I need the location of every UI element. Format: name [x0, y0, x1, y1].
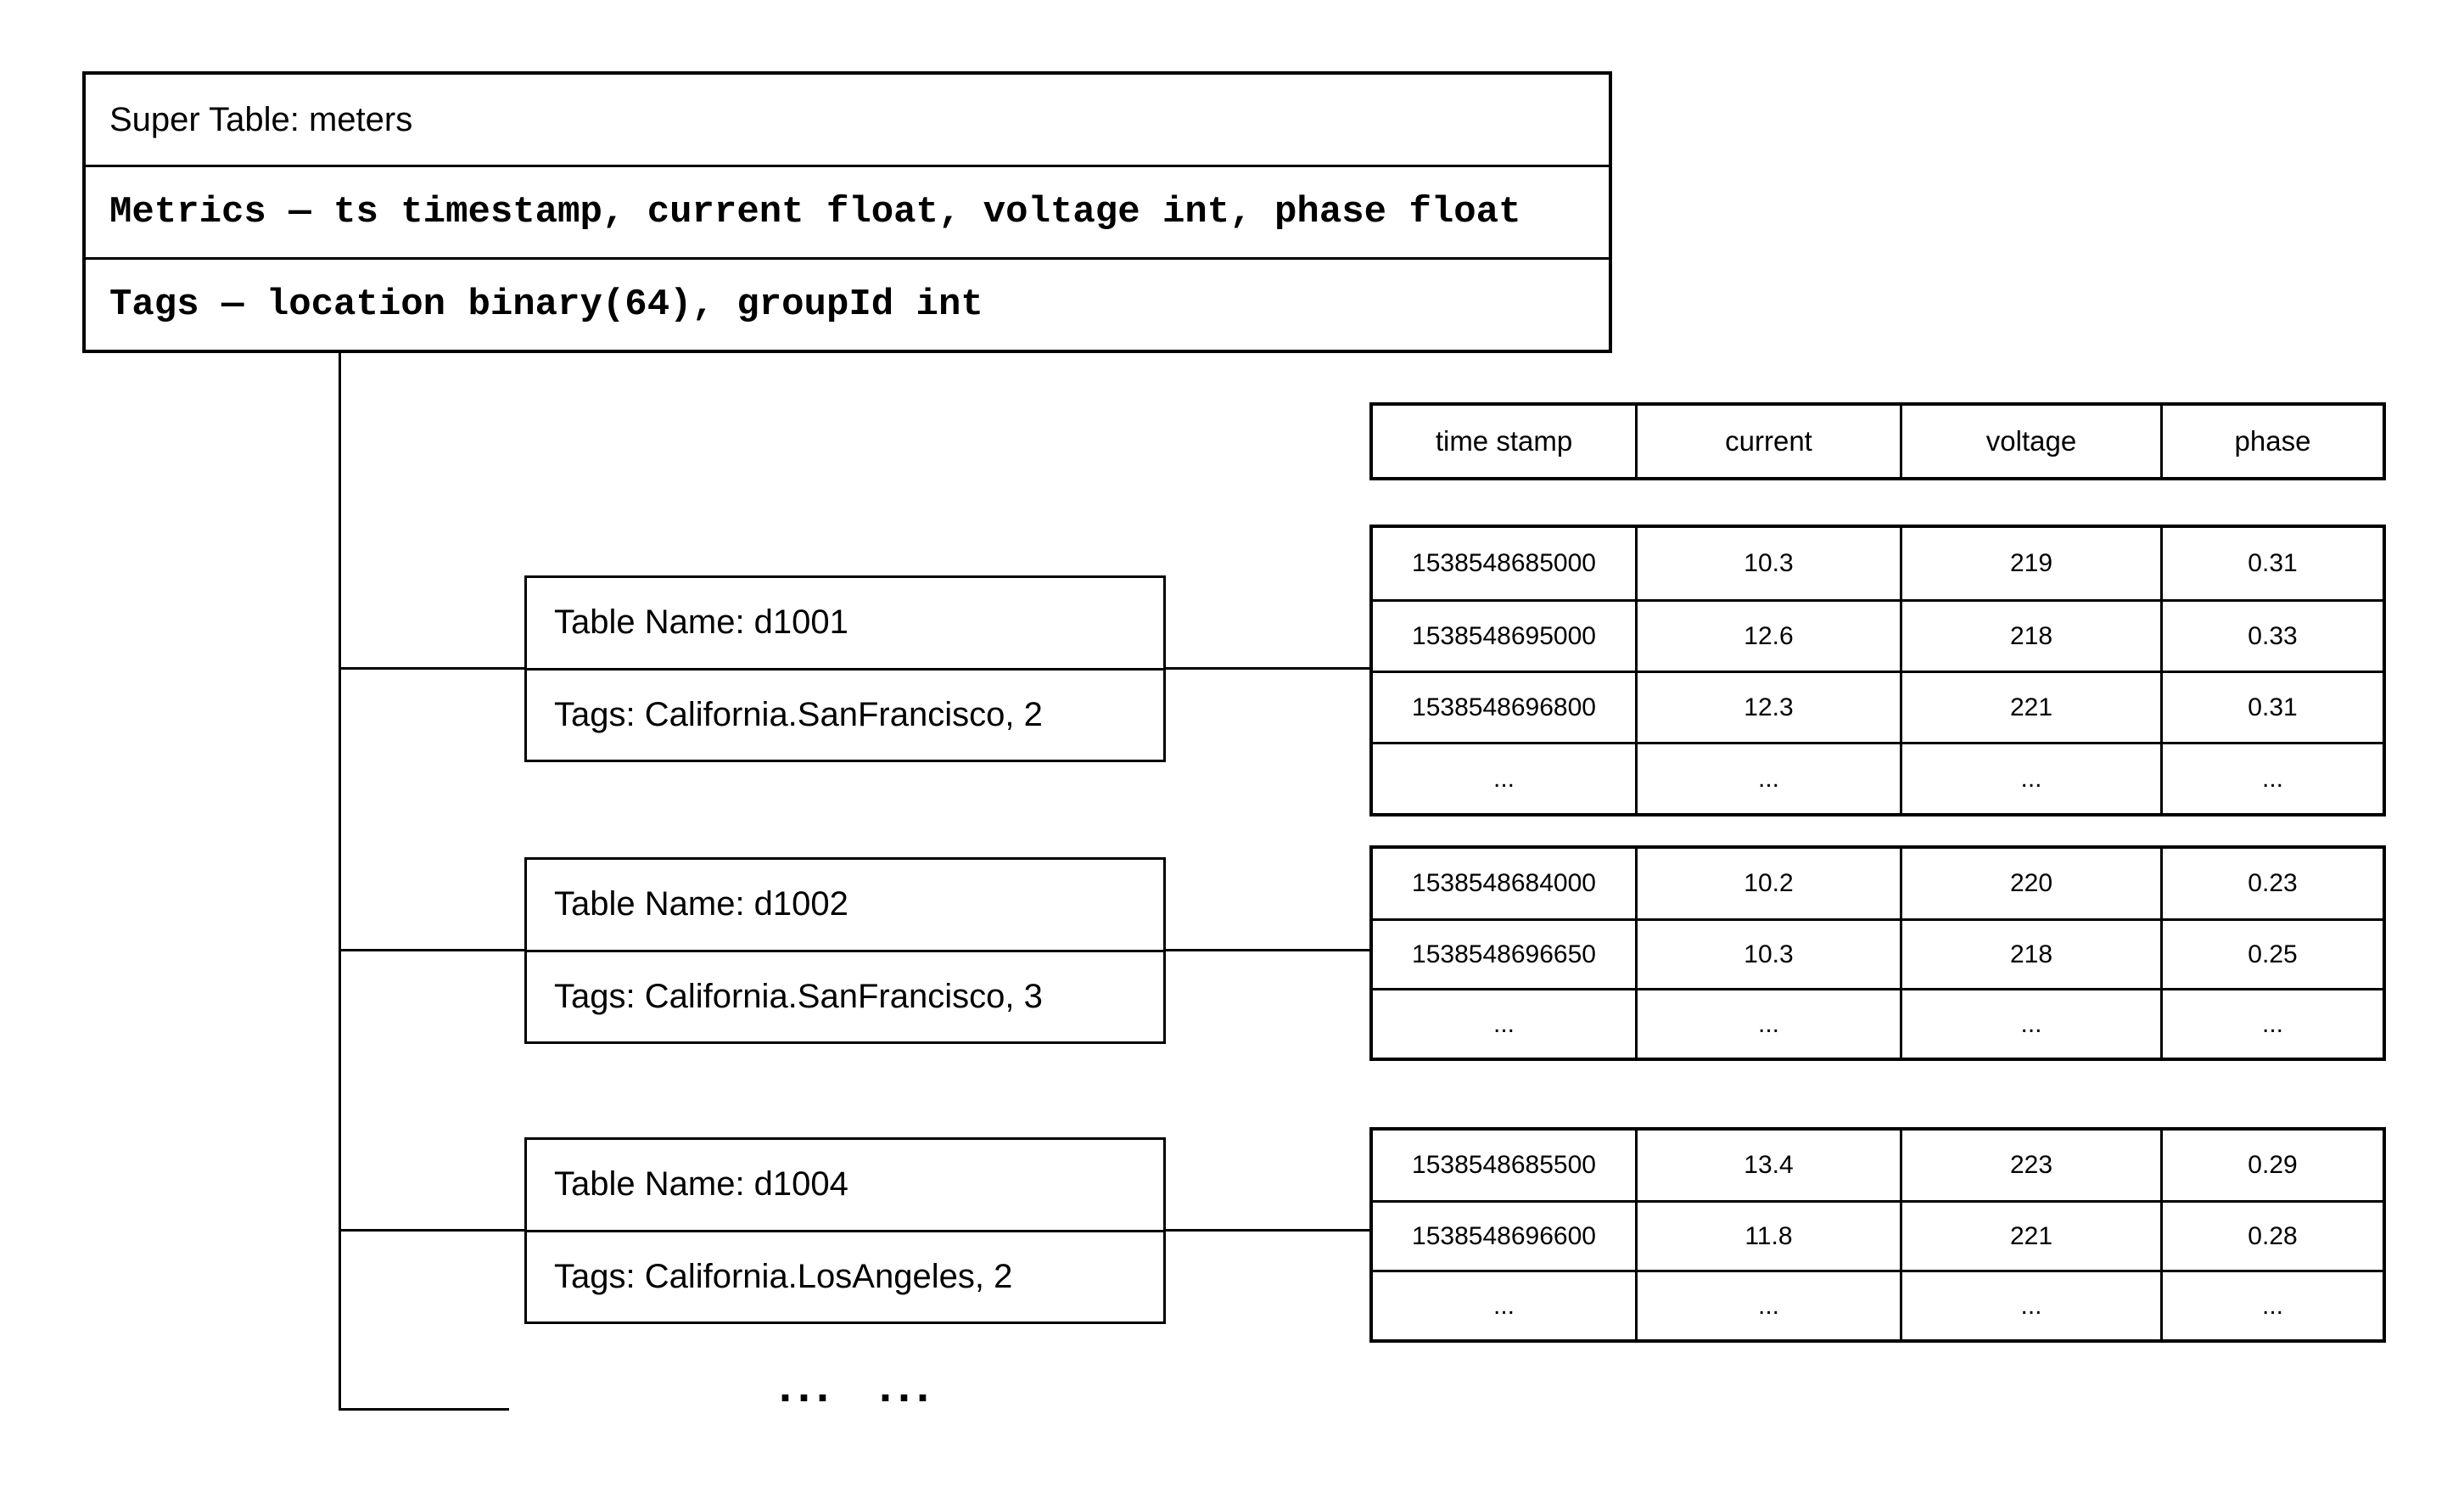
- table-cell: 1538548696650: [1373, 918, 1635, 988]
- branch-right-line-d1004: [1166, 1229, 1373, 1232]
- table-cell: 1538548685500: [1412, 1151, 1596, 1179]
- table-cell: 1538548696800: [1373, 671, 1635, 742]
- device-tags-d1001: Tags: California.SanFrancisco, 2: [554, 695, 1043, 733]
- table-cell: 12.6: [1635, 599, 1900, 671]
- trunk-elbow-line: [339, 1408, 509, 1411]
- column-header-row: time stamp current voltage phase: [1369, 402, 2386, 480]
- table-cell: ...: [1900, 742, 2160, 813]
- table-cell: 0.29: [2160, 1131, 2383, 1200]
- table-cell: ...: [1635, 742, 1900, 813]
- table-cell: 0.23: [2160, 849, 2383, 918]
- table-cell: 1538548685000: [1412, 549, 1596, 577]
- table-cell: 218: [1900, 918, 2160, 988]
- table-cell: 11.8: [1635, 1200, 1900, 1270]
- device-box-d1002: Table Name: d1002 Tags: California.SanFr…: [524, 857, 1166, 1044]
- table-cell: 221: [1900, 671, 2160, 742]
- table-cell: ...: [2160, 1270, 2383, 1339]
- table-cell: 10.3: [1635, 528, 1900, 599]
- table-cell: 0.28: [2160, 1200, 2383, 1270]
- column-header-time-stamp: time stamp: [1435, 425, 1573, 457]
- table-cell: 0.31: [2160, 528, 2383, 599]
- table-cell: ...: [2160, 742, 2383, 813]
- table-cell: 219: [1900, 528, 2160, 599]
- table-cell: 10.2: [1635, 849, 1900, 918]
- table-cell: ...: [1373, 742, 1635, 813]
- table-cell: 0.25: [2160, 918, 2383, 988]
- table-cell: 12.3: [1635, 671, 1900, 742]
- branch-left-line-d1004: [339, 1229, 524, 1232]
- trunk-line: [339, 351, 341, 1411]
- super-table-metrics: Metrics — ts timestamp, current float, v…: [86, 167, 1609, 260]
- table-cell: ...: [1373, 1270, 1635, 1339]
- data-table-d1002: 1538548684000 10.2 220 0.23 153854869665…: [1369, 845, 2386, 1061]
- table-cell: 1538548696600: [1373, 1200, 1635, 1270]
- table-cell: 13.4: [1635, 1131, 1900, 1200]
- table-cell: 0.31: [2160, 671, 2383, 742]
- device-box-d1004: Table Name: d1004 Tags: California.LosAn…: [524, 1137, 1166, 1324]
- device-tags-d1002: Tags: California.SanFrancisco, 3: [554, 977, 1043, 1015]
- table-cell: ...: [1635, 1270, 1900, 1339]
- table-cell: ...: [1635, 988, 1900, 1058]
- table-cell: 223: [1900, 1131, 2160, 1200]
- device-tags-d1004: Tags: California.LosAngeles, 2: [554, 1257, 1013, 1295]
- column-header-current: current: [1635, 406, 1900, 477]
- table-cell: ...: [1373, 988, 1635, 1058]
- table-cell: 218: [1900, 599, 2160, 671]
- branch-right-line-d1002: [1166, 949, 1373, 951]
- device-box-d1001: Table Name: d1001 Tags: California.SanFr…: [524, 575, 1166, 762]
- device-name-d1001: Table Name: d1001: [527, 578, 1163, 671]
- super-table-tags: Tags — location binary(64), groupId int: [109, 283, 983, 326]
- table-cell: 1538548684000: [1412, 869, 1596, 897]
- table-cell: ...: [2160, 988, 2383, 1058]
- column-header-phase: phase: [2160, 406, 2383, 477]
- branch-left-line-d1002: [339, 949, 524, 951]
- more-tables-indicator: ... ...: [778, 1361, 936, 1411]
- table-cell: 221: [1900, 1200, 2160, 1270]
- table-cell: 1538548695000: [1373, 599, 1635, 671]
- super-table-title: Super Table: meters: [86, 75, 1609, 167]
- table-cell: 0.33: [2160, 599, 2383, 671]
- data-table-d1004: 1538548685500 13.4 223 0.29 153854869660…: [1369, 1127, 2386, 1343]
- table-cell: 10.3: [1635, 918, 1900, 988]
- device-name-d1002: Table Name: d1002: [527, 860, 1163, 952]
- device-name-d1004: Table Name: d1004: [527, 1140, 1163, 1232]
- branch-right-line-d1001: [1166, 667, 1373, 670]
- column-header-voltage: voltage: [1900, 406, 2160, 477]
- data-table-d1001: 1538548685000 10.3 219 0.31 153854869500…: [1369, 525, 2386, 816]
- super-table-box: Super Table: meters Metrics — ts timesta…: [82, 71, 1612, 353]
- table-cell: ...: [1900, 988, 2160, 1058]
- table-cell: 220: [1900, 849, 2160, 918]
- table-cell: ...: [1900, 1270, 2160, 1339]
- branch-left-line-d1001: [339, 667, 524, 670]
